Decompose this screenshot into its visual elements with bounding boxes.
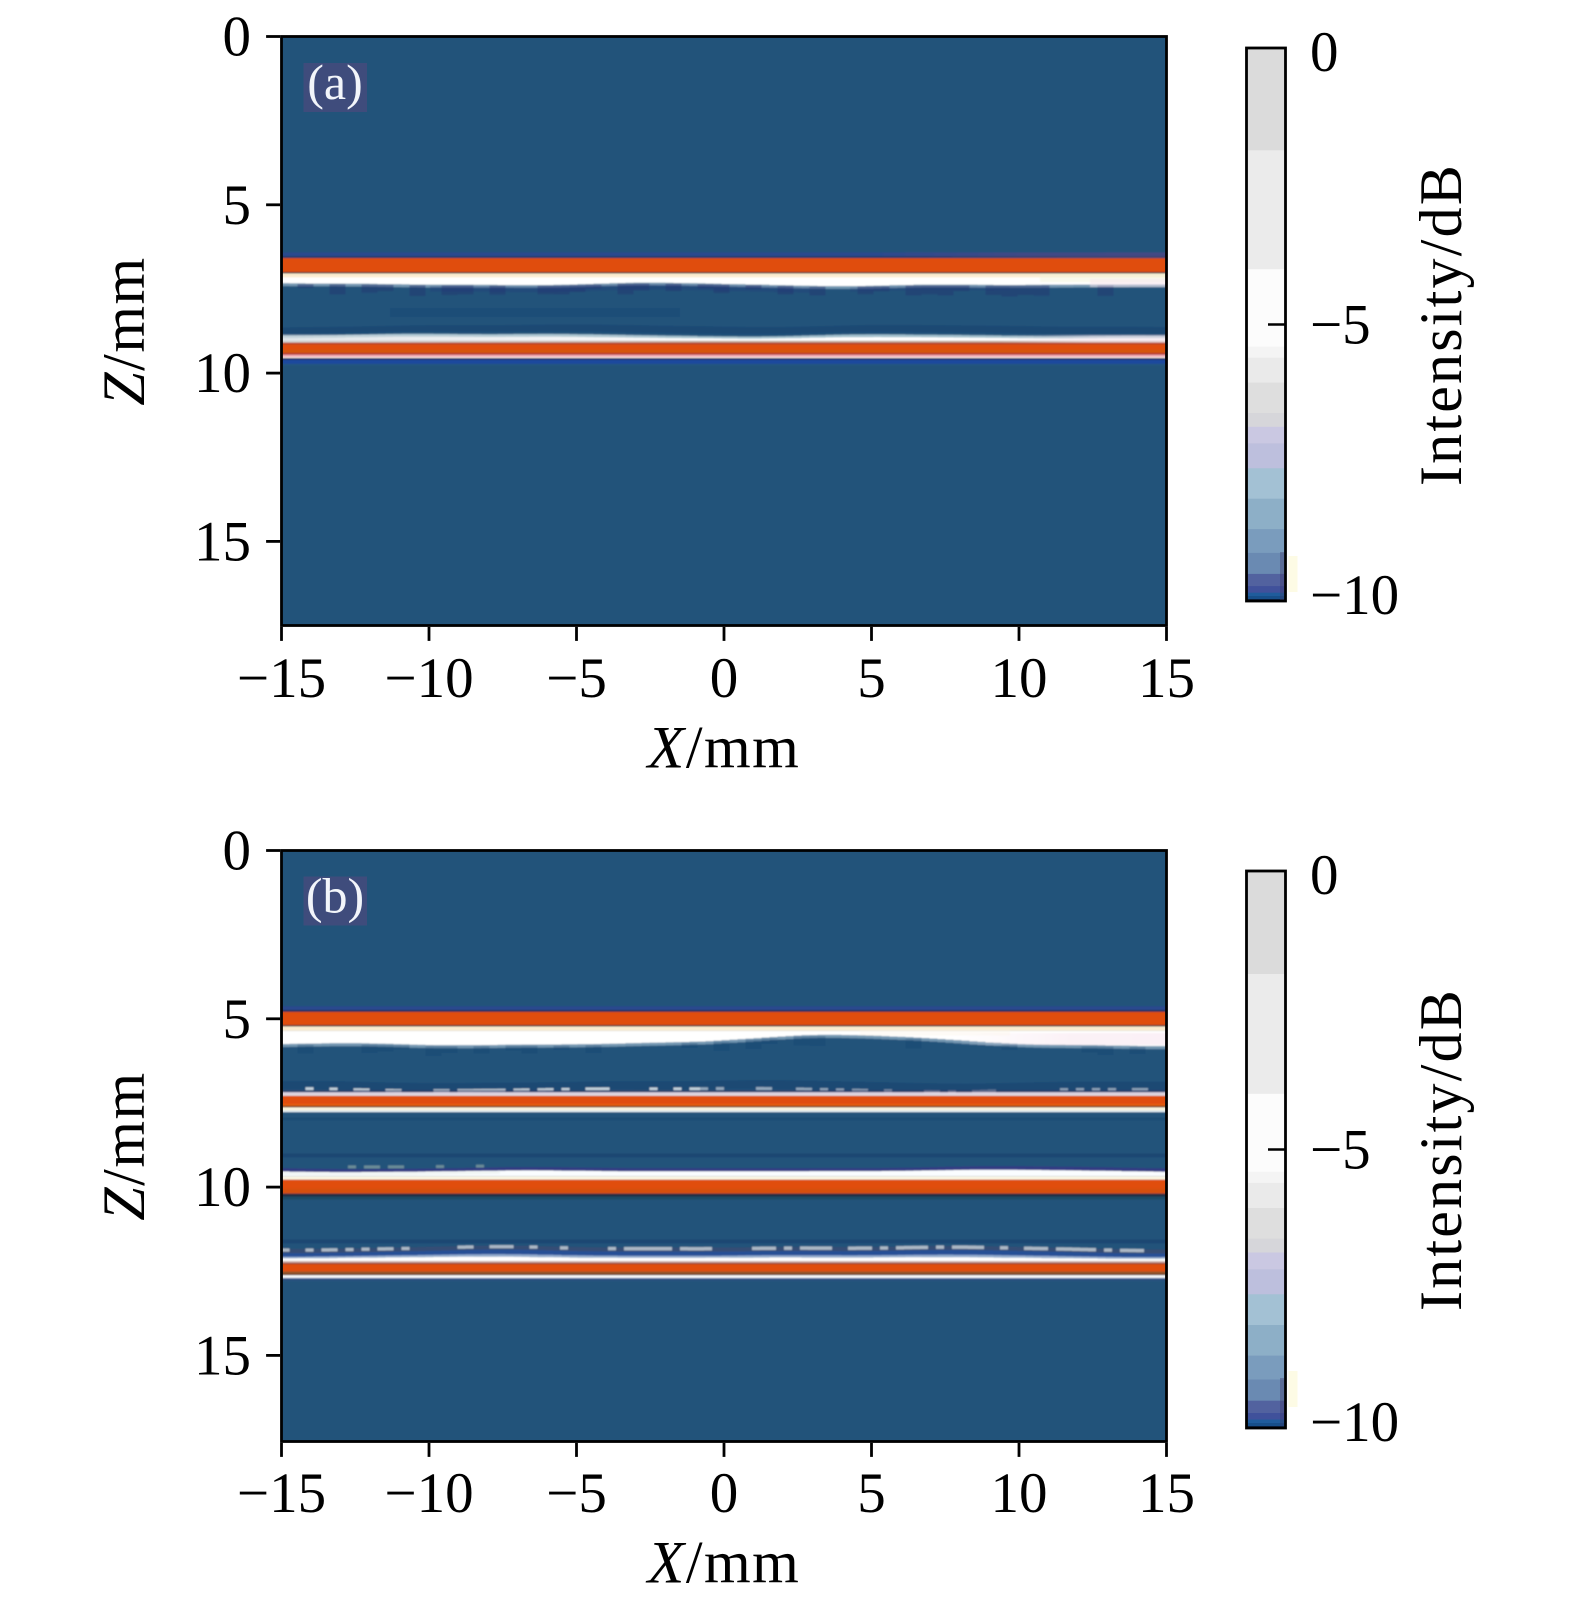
svg-text:X/mm: X/mm (646, 1530, 801, 1596)
svg-text:−15: −15 (237, 647, 326, 710)
svg-text:−10: −10 (1310, 1391, 1399, 1454)
svg-text:5: 5 (857, 647, 886, 710)
svg-text:15: 15 (1138, 647, 1195, 710)
svg-text:15: 15 (194, 1325, 251, 1388)
svg-text:−15: −15 (237, 1462, 326, 1525)
svg-text:5: 5 (223, 174, 252, 237)
svg-text:Intensity/dB: Intensity/dB (1408, 163, 1474, 486)
svg-text:0: 0 (710, 647, 739, 710)
svg-text:(b): (b) (306, 867, 364, 923)
svg-text:0: 0 (1310, 844, 1339, 907)
svg-text:15: 15 (1138, 1462, 1195, 1525)
svg-text:−10: −10 (384, 1462, 473, 1525)
svg-text:0: 0 (223, 6, 252, 69)
svg-text:Z/mm: Z/mm (91, 1071, 157, 1220)
svg-text:−5: −5 (546, 1462, 607, 1525)
svg-text:0: 0 (710, 1462, 739, 1525)
svg-text:Z/mm: Z/mm (91, 256, 157, 405)
svg-text:(a): (a) (307, 54, 363, 110)
svg-text:0: 0 (1310, 21, 1339, 84)
svg-text:10: 10 (991, 1462, 1048, 1525)
svg-text:−10: −10 (384, 647, 473, 710)
svg-text:X/mm: X/mm (646, 715, 801, 781)
svg-text:−5: −5 (1310, 1119, 1371, 1182)
svg-text:−5: −5 (1310, 294, 1371, 357)
svg-text:15: 15 (194, 511, 251, 574)
svg-text:10: 10 (194, 1156, 251, 1219)
svg-text:10: 10 (991, 647, 1048, 710)
svg-text:−10: −10 (1310, 564, 1399, 627)
svg-text:0: 0 (223, 820, 252, 883)
svg-text:10: 10 (194, 342, 251, 405)
svg-text:Intensity/dB: Intensity/dB (1408, 988, 1474, 1311)
svg-text:−5: −5 (546, 647, 607, 710)
svg-text:5: 5 (223, 988, 252, 1051)
svg-text:5: 5 (857, 1462, 886, 1525)
